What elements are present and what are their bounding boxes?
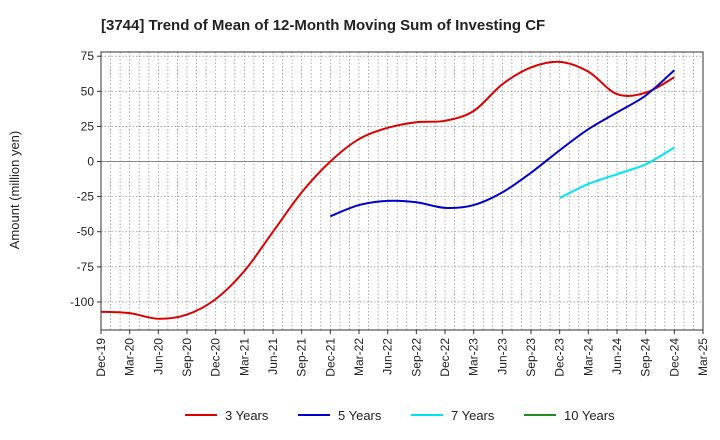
series-line-7-years xyxy=(559,146,675,199)
x-tick-label: Jun-20 xyxy=(151,338,165,375)
y-tick-label: 25 xyxy=(81,119,95,133)
x-tick-label: Mar-25 xyxy=(696,338,710,376)
x-tick-label: Sep-21 xyxy=(295,338,309,377)
legend-item: 10 Years xyxy=(524,408,615,423)
legend-label: 7 Years xyxy=(451,408,495,423)
grid xyxy=(101,52,703,330)
x-tick-label: Sep-23 xyxy=(524,338,538,377)
series-line-3-years xyxy=(100,60,675,320)
x-tick-label: Dec-21 xyxy=(323,338,337,377)
x-tick-label: Jun-23 xyxy=(495,338,509,375)
y-tick-label: 0 xyxy=(87,155,94,169)
x-tick-label: Jun-21 xyxy=(266,338,280,375)
y-tick-label: -75 xyxy=(77,260,95,274)
x-tick-label: Sep-22 xyxy=(409,338,423,377)
x-tick-label: Mar-24 xyxy=(581,338,595,376)
x-tick-label: Dec-23 xyxy=(553,338,567,377)
y-axis-ticks: 75 50 25 0 -25 -50 -75 -100 xyxy=(70,49,101,309)
x-tick-label: Dec-24 xyxy=(667,338,681,377)
y-axis-label: Amount (million yen) xyxy=(7,131,22,250)
x-tick-label: Mar-20 xyxy=(123,338,137,376)
x-tick-label: Mar-22 xyxy=(352,338,366,376)
legend-label: 10 Years xyxy=(564,408,615,423)
series-line-5-years xyxy=(329,69,675,218)
x-tick-label: Dec-19 xyxy=(94,338,108,377)
legend-item: 5 Years xyxy=(298,408,382,423)
chart-title: [3744] Trend of Mean of 12-Month Moving … xyxy=(101,17,545,34)
x-tick-label: Mar-21 xyxy=(237,338,251,376)
x-tick-label: Sep-20 xyxy=(180,338,194,377)
y-tick-label: -50 xyxy=(77,225,95,239)
y-tick-label: 50 xyxy=(81,84,95,98)
x-tick-label: Dec-22 xyxy=(438,338,452,377)
legend: 3 Years 5 Years 7 Years 10 Years xyxy=(185,408,615,423)
x-tick-label: Jun-24 xyxy=(610,338,624,375)
x-tick-label: Dec-20 xyxy=(209,338,223,377)
x-tick-label: Sep-24 xyxy=(639,338,653,377)
legend-item: 7 Years xyxy=(411,408,495,423)
series-lines xyxy=(100,60,675,320)
x-tick-label: Mar-23 xyxy=(467,338,481,376)
legend-item: 3 Years xyxy=(185,408,269,423)
legend-label: 5 Years xyxy=(338,408,382,423)
y-tick-label: -25 xyxy=(77,190,95,204)
x-tick-label: Jun-22 xyxy=(381,338,395,375)
y-tick-label: -100 xyxy=(70,295,94,309)
legend-label: 3 Years xyxy=(225,408,269,423)
y-tick-label: 75 xyxy=(81,49,95,63)
plot-frame xyxy=(100,51,704,331)
x-axis-ticks: Dec-19 Mar-20 Jun-20 Sep-20 Dec-20 Mar-21 Jun-… xyxy=(94,330,710,377)
